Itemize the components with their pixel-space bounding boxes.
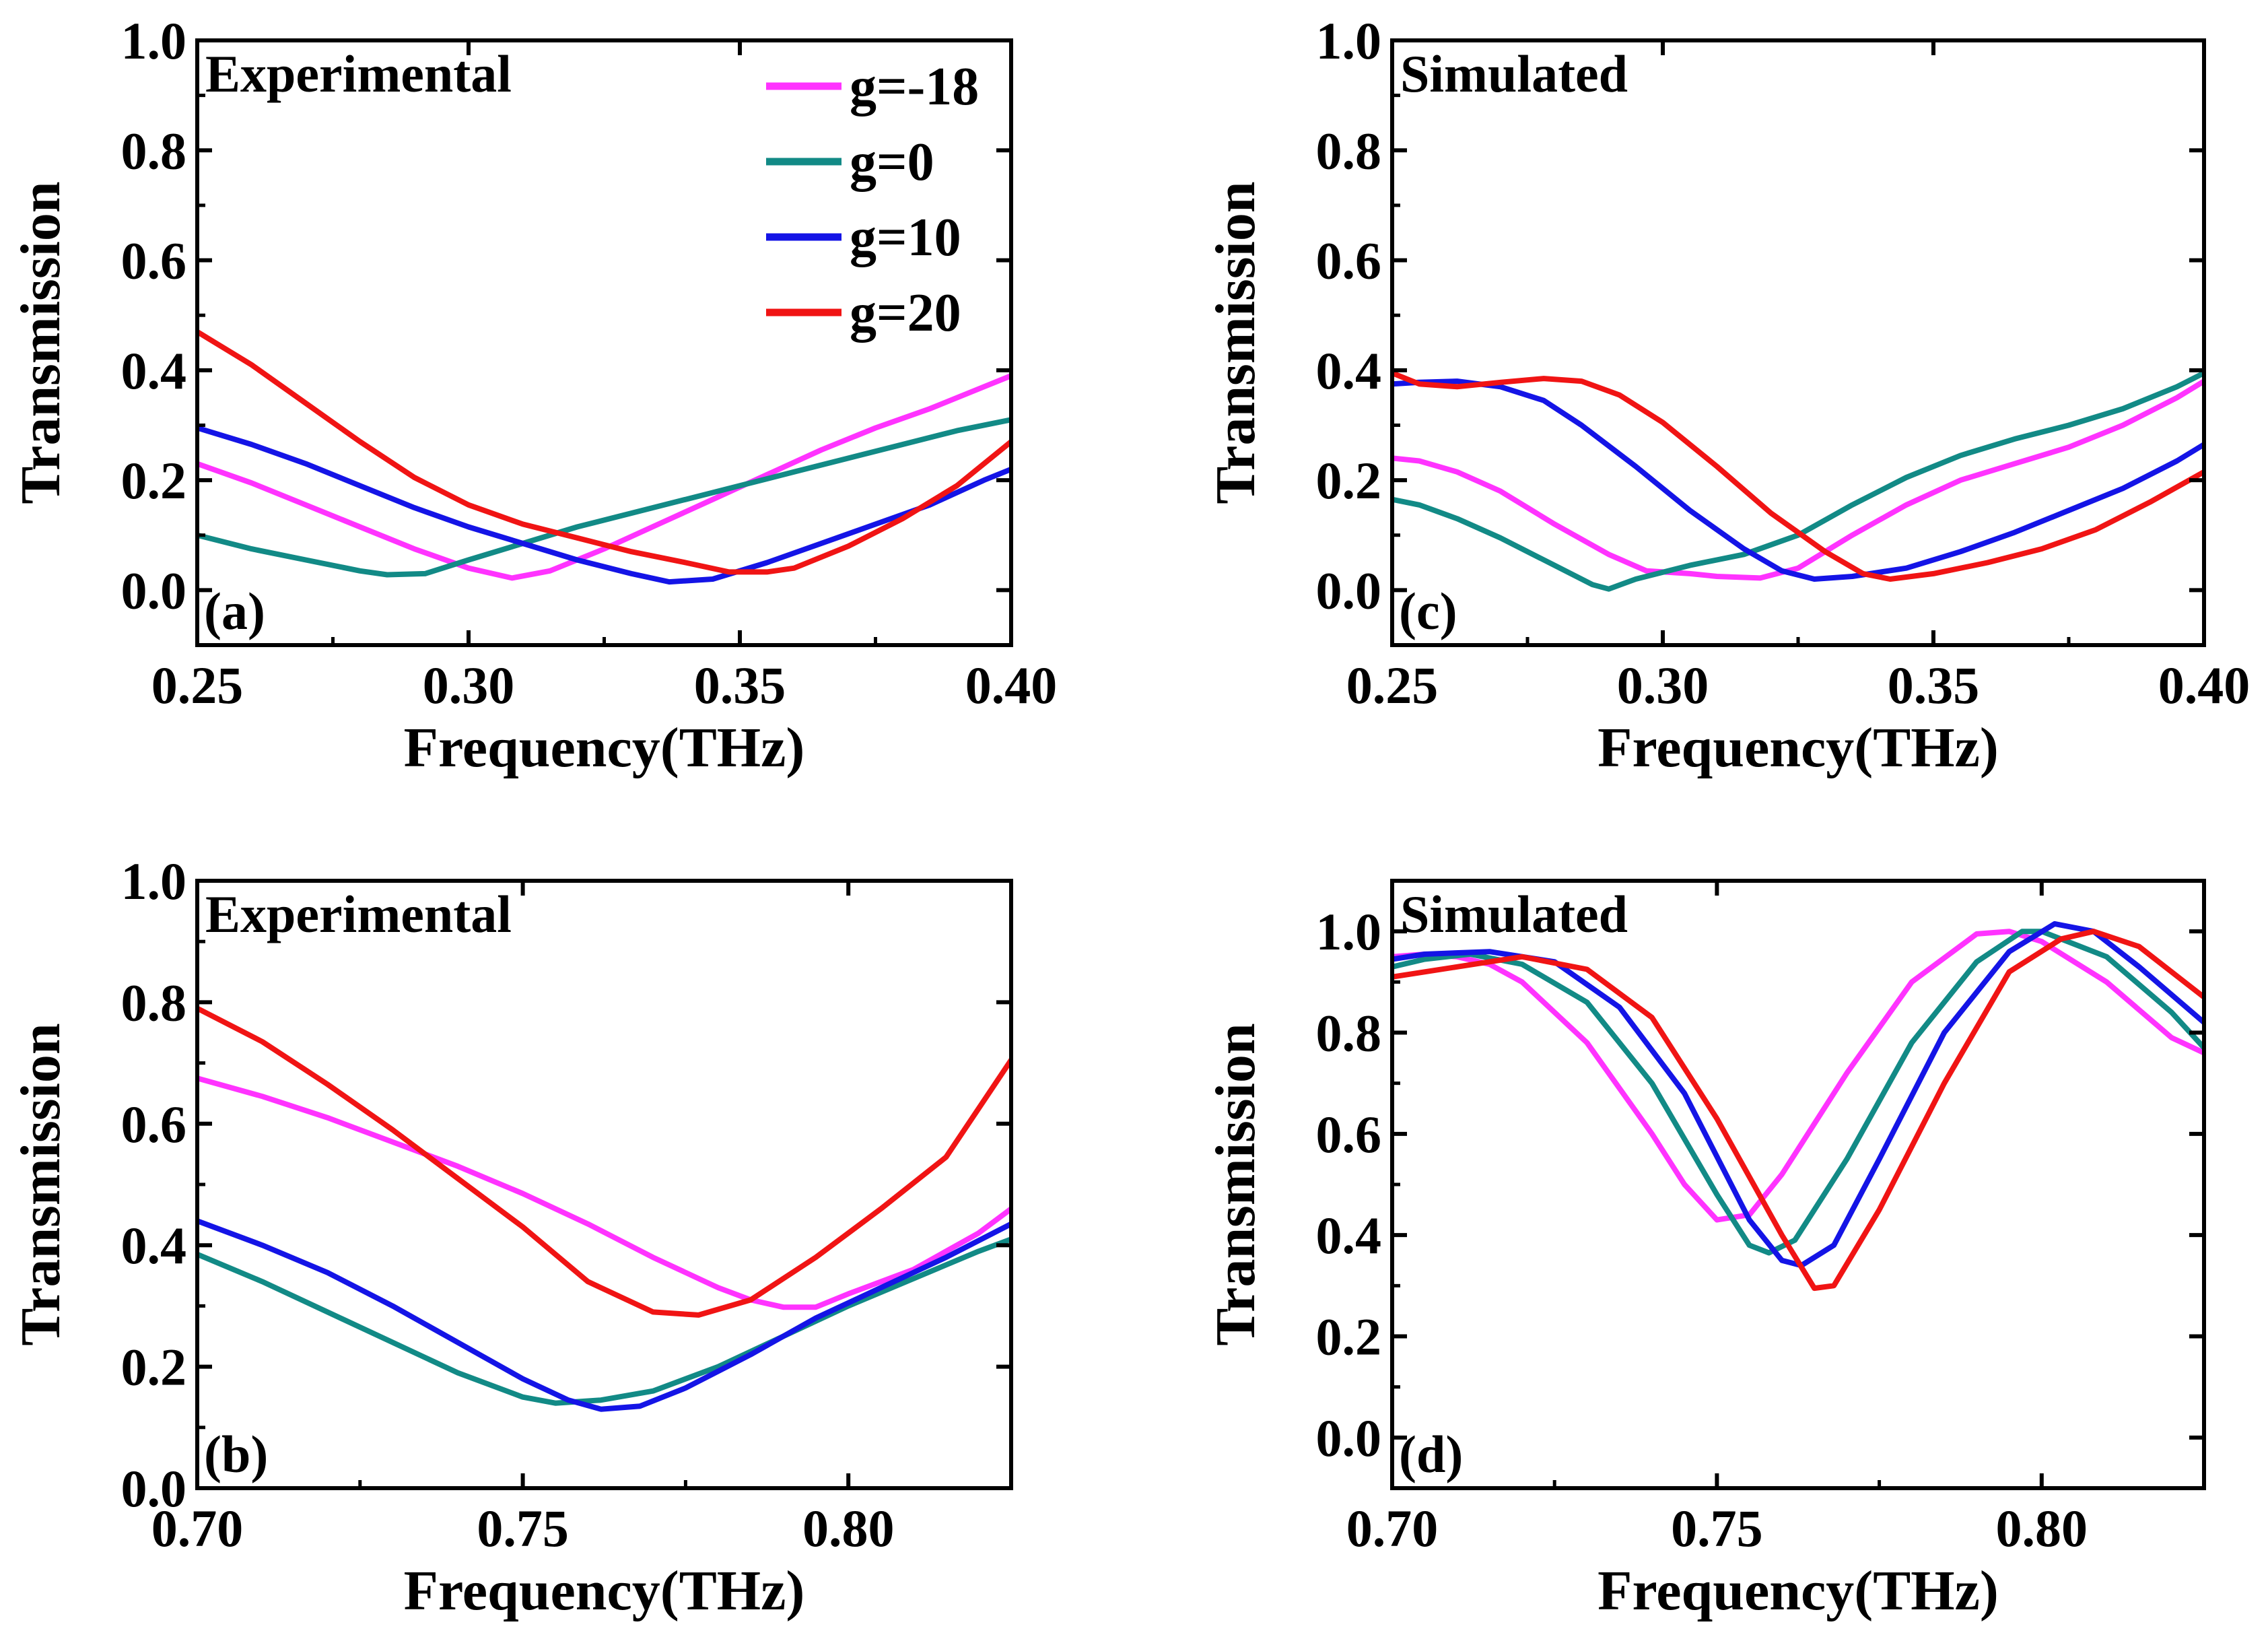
legend-label: g=20 xyxy=(850,283,961,343)
x-tick-label: 0.40 xyxy=(965,656,1058,714)
panel-a: 0.25 0.30 0.35 0.40 0.0 0.2 0.4 0.6 0.8 1.0 Freque… xyxy=(9,11,1057,779)
series-line-g=-18 xyxy=(1392,929,2204,1223)
x-tick-label: 0.80 xyxy=(1996,1499,2088,1558)
x-tick-label: 0.70 xyxy=(151,1499,244,1558)
y-tick-label: 0.8 xyxy=(1316,1004,1382,1063)
series-line-g=20 xyxy=(197,329,1011,575)
x-tick-label: 0.30 xyxy=(1617,656,1709,714)
y-axis-label: Transmission xyxy=(9,181,72,504)
x-tick-label: 0.75 xyxy=(477,1499,569,1558)
panel-d: 0.70 0.75 0.80 0.0 0.2 0.4 0.6 0.8 1.0 Frequency(… xyxy=(1204,879,2206,1622)
y-tick-label: 0.2 xyxy=(1316,1308,1382,1366)
x-tick-label: 0.25 xyxy=(151,656,244,714)
panel-title: Experimental xyxy=(205,885,512,943)
y-tick-label: 1.0 xyxy=(121,11,187,70)
x-axis-label: Frequency(THz) xyxy=(1597,1560,1999,1622)
series-line-g=20 xyxy=(1392,929,2204,1292)
y-tick-label: 0.6 xyxy=(121,1095,187,1153)
panel-tag: (c) xyxy=(1399,582,1457,640)
x-tick-label: 0.30 xyxy=(423,656,515,714)
panel-c: 0.25 0.30 0.35 0.40 0.0 0.2 0.4 0.6 0.8 1.0 Freque… xyxy=(1204,11,2250,779)
y-tick-label: 0.6 xyxy=(1316,1105,1382,1164)
y-tick-label: 0.4 xyxy=(1316,341,1382,400)
legend: g=-18 g=0 g=10 g=20 xyxy=(766,57,979,343)
panel-title: Experimental xyxy=(205,44,512,103)
series-line-g=-18 xyxy=(197,373,1011,581)
panel-tag: (d) xyxy=(1399,1425,1463,1483)
panel-tag: (a) xyxy=(204,582,265,640)
y-axis-label: Transmission xyxy=(9,1023,72,1345)
x-tick-label: 0.35 xyxy=(1888,656,1980,714)
y-tick-label: 0.6 xyxy=(121,232,187,290)
panel-title: Simulated xyxy=(1400,885,1628,943)
y-tick-label: 0.0 xyxy=(121,1459,187,1518)
y-tick-label: 0.2 xyxy=(121,1338,187,1397)
panel-title: Simulated xyxy=(1400,44,1628,103)
plot-frame xyxy=(195,38,1013,647)
x-tick-label: 0.40 xyxy=(2158,656,2250,714)
plot-frame xyxy=(1390,879,2206,1490)
x-axis-label: Frequency(THz) xyxy=(1597,716,1999,779)
plot-frame xyxy=(1390,38,2206,647)
series-line-g=0 xyxy=(197,1236,1011,1406)
y-tick-label: 0.6 xyxy=(1316,232,1382,290)
legend-label: g=-18 xyxy=(850,57,979,116)
series-line-g=-18 xyxy=(1392,378,2204,581)
y-tick-label: 1.0 xyxy=(1316,902,1382,961)
series-line-g=10 xyxy=(197,1218,1011,1412)
y-tick-label: 0.8 xyxy=(121,121,187,180)
series-line-g=0 xyxy=(1392,370,2204,592)
x-tick-label: 0.75 xyxy=(1671,1499,1763,1558)
y-tick-label: 0.0 xyxy=(1316,561,1382,620)
series-line-g=0 xyxy=(197,417,1011,578)
series-line-g=10 xyxy=(197,425,1011,585)
x-axis-label: Frequency(THz) xyxy=(404,1560,805,1622)
y-tick-label: 1.0 xyxy=(121,852,187,910)
series-line-g=20 xyxy=(197,1005,1011,1318)
x-tick-label: 0.25 xyxy=(1346,656,1439,714)
x-tick-label: 0.35 xyxy=(694,656,786,714)
panel-tag: (b) xyxy=(204,1425,268,1483)
panel-b: 0.70 0.75 0.80 0.0 0.2 0.4 0.6 0.8 1.0 Frequency(… xyxy=(9,852,1013,1622)
y-tick-label: 1.0 xyxy=(1316,11,1382,70)
legend-label: g=0 xyxy=(850,133,934,192)
y-tick-label: 0.4 xyxy=(121,1216,187,1275)
y-tick-label: 0.4 xyxy=(1316,1206,1382,1265)
y-tick-label: 0.8 xyxy=(121,973,187,1032)
y-tick-label: 0.2 xyxy=(121,451,187,510)
series-line-g=10 xyxy=(1392,378,2204,582)
x-axis-label: Frequency(THz) xyxy=(404,716,805,779)
series-line-g=20 xyxy=(1392,370,2204,582)
y-tick-label: 0.8 xyxy=(1316,121,1382,180)
series-line-g=-18 xyxy=(197,1075,1011,1310)
x-tick-label: 0.70 xyxy=(1346,1499,1439,1558)
legend-label: g=10 xyxy=(850,208,961,267)
y-axis-label: Transmission xyxy=(1204,181,1267,504)
y-axis-label: Transmission xyxy=(1204,1023,1267,1345)
y-tick-label: 0.0 xyxy=(1316,1409,1382,1467)
y-tick-label: 0.4 xyxy=(121,341,187,400)
x-tick-label: 0.80 xyxy=(802,1499,895,1558)
y-tick-label: 0.0 xyxy=(121,561,187,620)
series-line-g=0 xyxy=(1392,929,2204,1256)
y-tick-label: 0.2 xyxy=(1316,451,1382,510)
